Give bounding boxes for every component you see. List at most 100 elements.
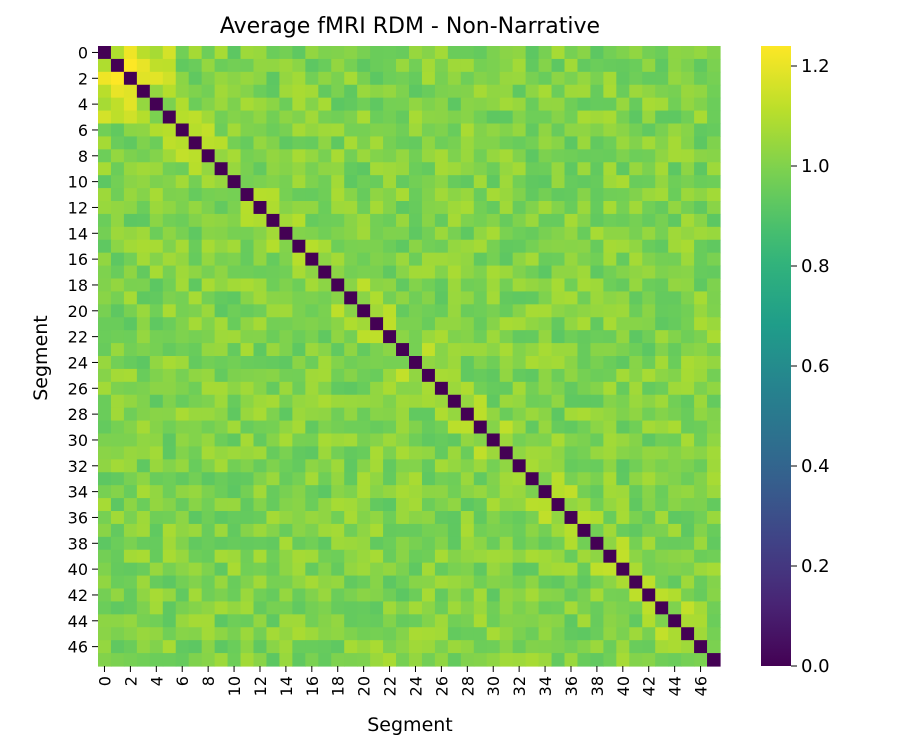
heatmap-cell <box>499 226 514 241</box>
heatmap-cell <box>551 252 566 267</box>
heatmap-cell <box>460 640 475 654</box>
heatmap-cell <box>564 136 579 150</box>
heatmap-cell <box>421 226 436 241</box>
heatmap-cell <box>214 123 229 138</box>
heatmap-cell <box>603 653 617 667</box>
heatmap-cell <box>188 239 203 254</box>
heatmap-cell <box>473 343 488 357</box>
heatmap-cell <box>460 330 475 344</box>
heatmap-cell <box>409 588 423 603</box>
heatmap-cells <box>98 46 721 667</box>
heatmap-cell <box>642 252 656 267</box>
heatmap-cell <box>292 511 306 525</box>
heatmap-cell <box>486 123 501 138</box>
heatmap-cell <box>201 394 216 409</box>
heatmap-cell <box>681 511 695 525</box>
heatmap-cell <box>123 46 138 60</box>
heatmap-cell <box>266 317 281 331</box>
heatmap-cell <box>240 601 255 615</box>
heatmap-cell <box>629 356 643 370</box>
heatmap-cell <box>694 136 708 150</box>
heatmap-cell <box>434 562 449 577</box>
heatmap-cell <box>642 433 656 448</box>
y-tick-label: 10 <box>68 173 88 192</box>
heatmap-cell <box>240 317 255 331</box>
heatmap-cell <box>642 304 656 318</box>
heatmap-cell <box>357 175 371 189</box>
heatmap-cell <box>305 213 319 228</box>
heatmap-cell <box>551 84 566 99</box>
heatmap-cell <box>344 149 358 163</box>
heatmap-cell <box>318 407 332 422</box>
heatmap-cell <box>629 640 643 654</box>
heatmap-cell <box>538 123 553 138</box>
heatmap-cell <box>538 343 553 357</box>
heatmap-cell <box>473 407 488 422</box>
heatmap-cell <box>616 627 630 641</box>
heatmap-cell <box>396 511 410 525</box>
heatmap-cell <box>486 71 501 86</box>
heatmap-cell <box>473 71 488 86</box>
heatmap-cell <box>110 588 125 603</box>
heatmap-cell <box>590 394 604 409</box>
heatmap-cell <box>201 175 216 189</box>
heatmap-cell <box>655 614 669 628</box>
heatmap-cell <box>603 588 617 603</box>
heatmap-cell <box>227 58 242 73</box>
heatmap-cell <box>344 213 358 228</box>
heatmap-cell <box>383 523 397 538</box>
y-tick-label: 0 <box>78 43 88 62</box>
heatmap-cell <box>175 123 190 138</box>
heatmap-cell <box>707 407 721 422</box>
heatmap-cell <box>331 485 345 499</box>
heatmap-cell <box>525 226 540 241</box>
heatmap-cell <box>421 459 436 473</box>
heatmap-cell <box>473 356 488 370</box>
heatmap-cell <box>655 356 669 370</box>
heatmap-cell <box>383 420 397 435</box>
colorbar <box>761 46 791 666</box>
heatmap-cell <box>409 407 423 422</box>
heatmap-cell <box>629 459 643 473</box>
heatmap-cell <box>292 136 306 150</box>
heatmap-cell <box>603 46 617 60</box>
heatmap-cell <box>279 201 293 215</box>
heatmap-cell <box>253 343 268 357</box>
heatmap-cell <box>642 291 656 305</box>
heatmap-cell <box>201 46 216 60</box>
heatmap-cell <box>396 201 410 215</box>
heatmap-cell <box>227 485 242 499</box>
heatmap-cell <box>318 123 332 138</box>
heatmap-cell <box>421 343 436 357</box>
heatmap-cell <box>136 653 151 667</box>
y-axis-label: Segment <box>30 315 52 401</box>
heatmap-cell <box>447 213 462 228</box>
heatmap-cell <box>616 640 630 654</box>
heatmap-cell <box>434 278 449 293</box>
y-tick-label: 12 <box>68 198 88 217</box>
heatmap-cell <box>110 226 125 241</box>
heatmap-cell <box>460 511 475 525</box>
heatmap-cell <box>629 110 643 125</box>
heatmap-cell <box>370 640 384 654</box>
heatmap-cell <box>421 368 436 383</box>
heatmap-cell <box>694 381 708 396</box>
heatmap-cell <box>655 381 669 396</box>
heatmap-cell <box>642 446 656 460</box>
heatmap-cell <box>512 356 527 370</box>
heatmap-cell <box>383 278 397 293</box>
heatmap-cell <box>447 239 462 254</box>
heatmap-cell <box>357 317 371 331</box>
heatmap-cell <box>434 472 449 486</box>
heatmap-cell <box>318 46 332 60</box>
heatmap-cell <box>499 136 514 150</box>
heatmap-cell <box>201 136 216 150</box>
heatmap-cell <box>396 356 410 370</box>
heatmap-cell <box>538 498 553 512</box>
heatmap-cell <box>370 459 384 473</box>
heatmap-cell <box>577 511 592 525</box>
heatmap-cell <box>227 226 242 241</box>
heatmap-cell <box>707 459 721 473</box>
heatmap-cell <box>370 226 384 241</box>
heatmap-cell <box>473 317 488 331</box>
